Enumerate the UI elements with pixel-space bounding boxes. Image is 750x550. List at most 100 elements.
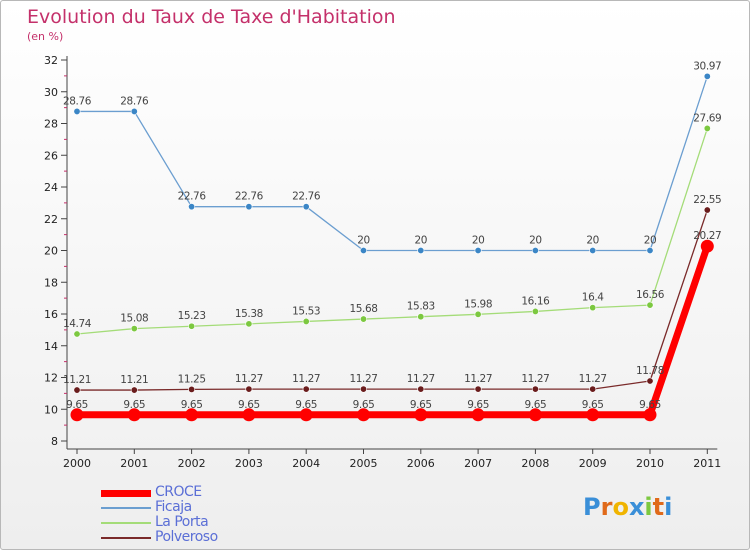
logo-letter: x (628, 493, 645, 521)
x-tick-label: 2007 (464, 457, 492, 470)
data-label: 15.68 (349, 303, 377, 315)
data-point (188, 322, 196, 330)
data-point (302, 317, 310, 325)
data-label: 22.76 (292, 191, 321, 203)
data-label: 11.27 (235, 373, 263, 385)
legend-swatch (101, 490, 151, 497)
legend-swatch (101, 522, 151, 524)
data-point (531, 307, 539, 315)
data-label: 9.65 (639, 399, 661, 411)
logo-letter: o (612, 493, 629, 521)
data-point (417, 247, 425, 255)
series-line-la-porta (76, 128, 708, 335)
data-label: 9.65 (467, 399, 489, 411)
y-tick-label: 26 (44, 149, 58, 162)
legend-label: CROCE (155, 484, 202, 500)
data-label: 20 (586, 235, 599, 247)
data-point (589, 385, 597, 393)
data-point (73, 386, 81, 394)
chart-title: Evolution du Taux de Taxe d'Habitation (27, 6, 396, 28)
data-point (531, 247, 539, 255)
data-label: 14.74 (63, 318, 92, 330)
y-tick-label: 22 (44, 213, 58, 226)
data-label: 9.65 (353, 399, 375, 411)
data-label: 11.78 (636, 365, 664, 377)
y-tick-label: 18 (44, 276, 58, 289)
x-tick-label: 2004 (292, 457, 320, 470)
data-label: 20.27 (693, 230, 721, 242)
data-point (245, 385, 253, 393)
y-tick-label: 12 (44, 372, 58, 385)
data-label: 15.08 (120, 313, 148, 325)
data-point (357, 408, 370, 422)
data-point (245, 320, 253, 328)
x-tick-label: 2002 (178, 457, 206, 470)
legend-label: Polveroso (155, 529, 218, 545)
data-point (70, 408, 84, 422)
data-label: 11.27 (349, 373, 377, 385)
data-point (359, 247, 367, 255)
y-tick-label: 20 (44, 245, 58, 258)
data-point (586, 408, 600, 422)
logo-letter: t (652, 493, 665, 521)
data-point (703, 206, 711, 214)
data-point (700, 239, 714, 253)
legend-label: La Porta (155, 514, 209, 530)
data-label: 15.23 (178, 310, 206, 322)
data-label: 22.76 (235, 191, 264, 203)
data-label: 9.65 (525, 399, 547, 411)
data-point (359, 315, 367, 323)
data-point (245, 203, 253, 211)
data-label: 27.69 (693, 112, 721, 124)
data-label: 28.76 (63, 95, 92, 107)
x-tick-label: 2008 (521, 457, 549, 470)
data-point (646, 301, 654, 309)
data-point (471, 408, 485, 422)
series-line-polveroso (77, 209, 708, 391)
data-label: 20 (529, 235, 542, 247)
data-label: 11.27 (521, 373, 549, 385)
data-point (188, 385, 196, 393)
y-tick-label: 14 (44, 340, 58, 353)
logo-letter: r (600, 493, 613, 521)
x-tick-label: 2010 (636, 457, 664, 470)
data-label: 16.4 (582, 292, 604, 304)
logo-letter: i (664, 493, 673, 521)
x-tick-label: 2001 (120, 457, 148, 470)
data-point (643, 408, 657, 422)
data-label: 9.65 (66, 399, 88, 411)
data-point (417, 313, 425, 321)
data-point (73, 330, 81, 338)
data-label: 15.98 (464, 298, 492, 310)
data-point (703, 72, 711, 80)
logo-letter: i (644, 493, 653, 521)
data-point (130, 386, 138, 394)
y-tick-label: 32 (44, 54, 58, 67)
data-label: 28.76 (120, 95, 149, 107)
logo-letter: P (583, 493, 601, 521)
data-point (127, 408, 141, 422)
data-label: 11.21 (63, 374, 91, 386)
x-tick-label: 2003 (235, 457, 263, 470)
legend-label: Ficaja (155, 499, 192, 515)
data-point (302, 385, 310, 393)
y-tick-label: 24 (44, 181, 58, 194)
y-tick-label: 10 (44, 403, 58, 416)
x-tick-label: 2005 (350, 457, 378, 470)
legend-swatch (101, 537, 151, 539)
data-label: 11.21 (120, 374, 148, 386)
data-point (188, 203, 196, 211)
data-point (414, 408, 428, 422)
data-point (474, 310, 482, 318)
x-tick-label: 2000 (63, 457, 91, 470)
data-point (589, 304, 597, 312)
data-point (185, 408, 199, 422)
data-point (531, 385, 539, 393)
series-line-croce (77, 245, 711, 419)
y-tick-label: 28 (44, 118, 58, 131)
data-point (242, 408, 256, 422)
data-point (130, 325, 138, 333)
data-point (474, 247, 482, 255)
